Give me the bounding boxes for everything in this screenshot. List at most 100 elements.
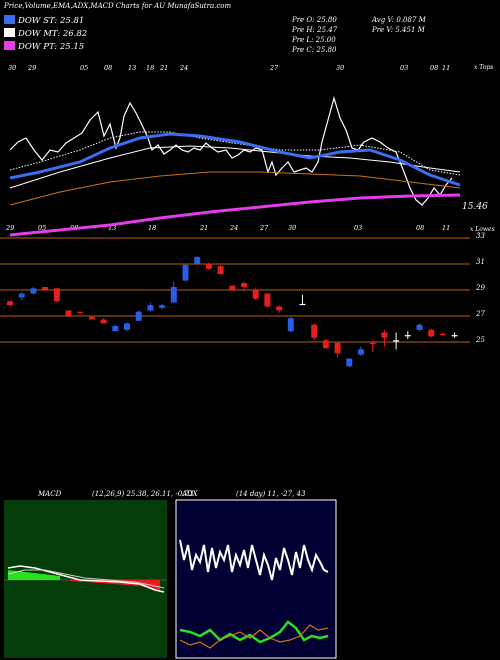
candle-body [287,318,294,332]
candle-body [217,266,224,274]
candle-body [381,332,388,338]
macd-line [7,565,165,593]
top-date-label: 18 [146,64,155,72]
dow-st-swatch [4,15,15,24]
top-last-value: 15.46 [462,202,488,212]
tops-tag: x Tops [474,64,494,71]
candle-body [159,305,166,308]
candle-body [18,293,25,298]
candle-body [88,316,95,320]
macd-params: (12,26,9) 25.38, 26.11, -0.73 [92,490,194,498]
stat-pre-high: Pre H: 25.47 [292,26,338,34]
candle-body [194,257,201,264]
candle-body [322,340,329,349]
macd-label: MACD [38,490,62,498]
candle-body [65,310,72,316]
candle-body [100,319,107,324]
ema-white-1 [9,131,461,176]
adx-line [179,539,329,581]
candle-body [170,287,177,303]
adx-label: ADX [182,490,198,498]
legend-dow-mt: DOW MT: 26.82 [4,28,87,39]
candle-body [229,285,236,290]
macd-histogram-green [8,570,60,580]
mid-date-label: 03 [354,224,363,232]
adx-di-orange [179,624,329,649]
price-level-label: 25 [476,336,485,344]
candle-body [53,288,60,302]
candle-body [369,342,376,345]
stat-pre-open: Pre O: 25.80 [292,16,337,24]
stat-pre-close: Pre C: 25.80 [292,46,337,54]
candle-body [241,283,247,287]
adx-params: (14 day) 11, -27, 43 [236,490,306,498]
mid-date-label: 08 [416,224,425,232]
macd-signal [7,569,165,589]
candle-body [404,335,411,337]
candle-body [252,289,259,299]
ema-blue [9,132,461,187]
candle-body [451,335,458,337]
chart-title: Price,Volume,EMA,ADX,MACD Charts for AU … [4,2,232,10]
candle-body [7,301,13,306]
mid-date-label: 24 [230,224,239,232]
mid-date-label: 21 [200,224,209,232]
top-date-label: 03 [400,64,409,72]
candle-body [112,326,119,332]
top-date-label: 13 [128,64,137,72]
dow-pt-swatch [4,41,15,50]
price-level-label: 27 [476,310,485,318]
top-date-label: 21 [160,64,169,72]
dow-mt-swatch [4,28,15,37]
top-date-label: 08 [430,64,439,72]
candle-body [147,305,154,311]
mid-date-label: 13 [108,224,117,232]
adx-di-green [179,620,329,644]
candle-body [42,287,49,290]
candle-body [311,324,318,338]
candle-body [416,324,423,330]
dow-mt-label: DOW MT: 26.82 [18,29,88,39]
adx-background [175,499,337,659]
mid-date-label: 30 [288,224,297,232]
legend-dow-pt: DOW PT: 25.15 [4,41,84,52]
stat-avg-volume: Avg V: 0.087 M [372,16,426,24]
candle-body [182,264,189,281]
candle-body [124,323,130,330]
legend-dow-st: DOW ST: 25.81 [4,15,84,26]
mid-date-label: 27 [260,224,269,232]
candle-body [428,329,435,337]
candle-body [135,311,142,321]
top-date-label: 08 [104,64,113,72]
top-date-label: 30 [336,64,345,72]
candle-body [299,303,306,306]
price-level-label: 33 [476,232,485,240]
candle-body [276,306,283,311]
ema-orange [9,171,461,206]
price-line [9,95,453,206]
candle-body [30,288,37,294]
stat-pre-low: Pre L: 25.00 [292,36,336,44]
dow-pt-label: DOW PT: 25.15 [18,42,85,52]
top-date-label: 11 [442,64,451,72]
candle-body [346,358,353,367]
top-date-label: 30 [8,64,17,72]
ema-magenta [9,193,461,237]
dow-st-label: DOW ST: 25.81 [18,16,85,26]
mid-date-label: 11 [442,224,451,232]
top-date-label: 29 [28,64,37,72]
candle-body [439,333,446,336]
ema-white-2 [9,145,461,189]
mid-date-label: 29 [6,224,15,232]
mid-date-label: 05 [38,224,47,232]
candle-body [334,342,341,354]
mid-date-label: 18 [148,224,157,232]
candle-body [358,349,364,355]
price-level-label: 31 [476,258,485,266]
price-level-label: 29 [476,284,485,292]
candle-body [205,263,212,269]
